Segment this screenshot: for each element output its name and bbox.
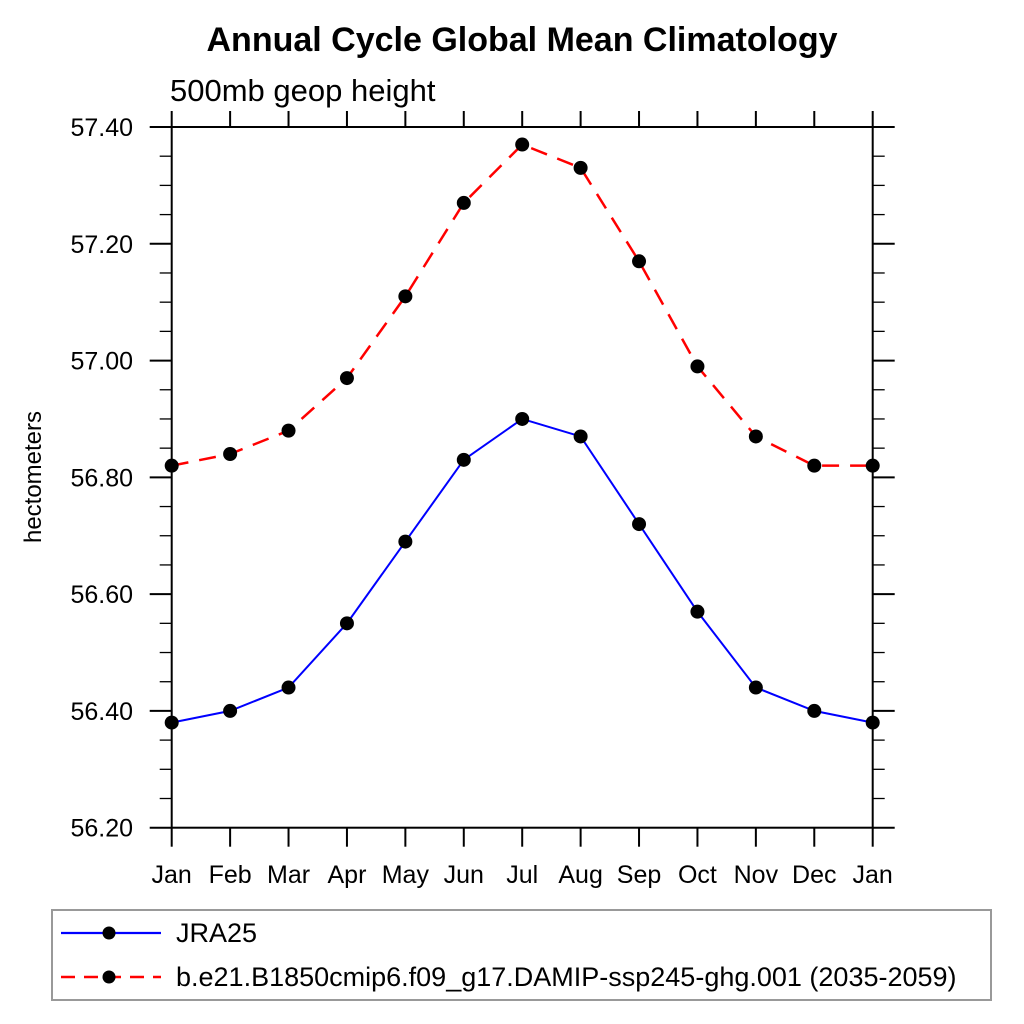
data-point-marker — [807, 703, 822, 718]
data-point-marker — [164, 458, 179, 473]
y-tick-label: 57.40 — [70, 114, 133, 142]
data-point-marker — [339, 371, 354, 386]
data-point-marker — [164, 715, 179, 730]
x-tick-label: Jun — [444, 861, 484, 889]
data-point-marker — [748, 429, 763, 444]
x-tick-label: Nov — [734, 861, 779, 889]
data-point-marker — [690, 604, 705, 619]
data-point-marker — [223, 446, 238, 461]
y-tick-label: 56.40 — [70, 698, 133, 726]
legend-label-model: b.e21.B1850cmip6.f09_g17.DAMIP-ssp245-gh… — [176, 961, 957, 992]
data-point-marker — [573, 160, 588, 175]
data-point-marker — [515, 411, 530, 426]
x-tick-label: Sep — [617, 861, 661, 889]
legend-marker-icon — [102, 926, 116, 940]
series-line-0 — [171, 417, 873, 724]
data-point-marker — [807, 458, 822, 473]
x-tick-label: Dec — [792, 861, 836, 889]
data-point-marker — [573, 429, 588, 444]
legend-item-jra25: JRA25 — [58, 913, 990, 953]
x-tick-label: Apr — [327, 861, 366, 889]
axis-frame — [170, 126, 874, 829]
data-point-marker — [632, 517, 647, 532]
data-point-marker — [339, 616, 354, 631]
data-point-marker — [865, 458, 880, 473]
x-tick-label: Mar — [267, 861, 310, 889]
y-axis-label: hectometers — [20, 411, 47, 543]
data-point-marker — [281, 680, 296, 695]
legend-line-sample-dashed — [61, 970, 161, 984]
data-point-marker — [398, 534, 413, 549]
x-tick-label: Feb — [209, 861, 252, 889]
axis-ticks — [149, 111, 895, 847]
data-point-marker — [690, 359, 705, 374]
legend-box: JRA25 b.e21.B1850cmip6.f09_g17.DAMIP-ssp… — [51, 909, 992, 1001]
y-tick-label: 56.20 — [70, 815, 133, 843]
legend-line-sample-solid — [61, 926, 161, 940]
data-point-marker — [748, 680, 763, 695]
x-tick-label: May — [382, 861, 430, 889]
y-tick-label: 56.80 — [70, 464, 133, 492]
series-lines — [171, 143, 873, 724]
tick-labels: 56.20 56.40 56.60 56.80 57.00 57.20 57.40 Jan Fe… — [70, 114, 892, 889]
chart-title: Annual Cycle Global Mean Climatology — [207, 21, 838, 59]
data-point-marker — [398, 289, 413, 304]
legend-item-model: b.e21.B1850cmip6.f09_g17.DAMIP-ssp245-gh… — [58, 957, 990, 997]
y-tick-label: 57.00 — [70, 348, 133, 376]
y-tick-label: 56.60 — [70, 581, 133, 609]
data-point-marker — [281, 423, 296, 438]
x-tick-label: Jul — [506, 861, 538, 889]
data-point-marker — [456, 452, 471, 467]
legend-label-jra25: JRA25 — [176, 917, 258, 948]
x-tick-label: Oct — [678, 861, 717, 889]
data-point-marker — [865, 715, 880, 730]
x-tick-label: Jan — [853, 861, 893, 889]
data-point-marker — [515, 137, 530, 152]
data-point-marker — [223, 703, 238, 718]
chart-subtitle: 500mb geop height — [170, 73, 436, 108]
x-tick-label: Aug — [558, 861, 602, 889]
y-tick-label: 57.20 — [70, 231, 133, 259]
legend-marker-icon — [102, 970, 116, 984]
x-tick-label: Jan — [152, 861, 192, 889]
plot-frame — [170, 126, 874, 829]
data-point-markers — [164, 137, 880, 730]
data-point-marker — [632, 254, 647, 269]
data-point-marker — [456, 195, 471, 210]
